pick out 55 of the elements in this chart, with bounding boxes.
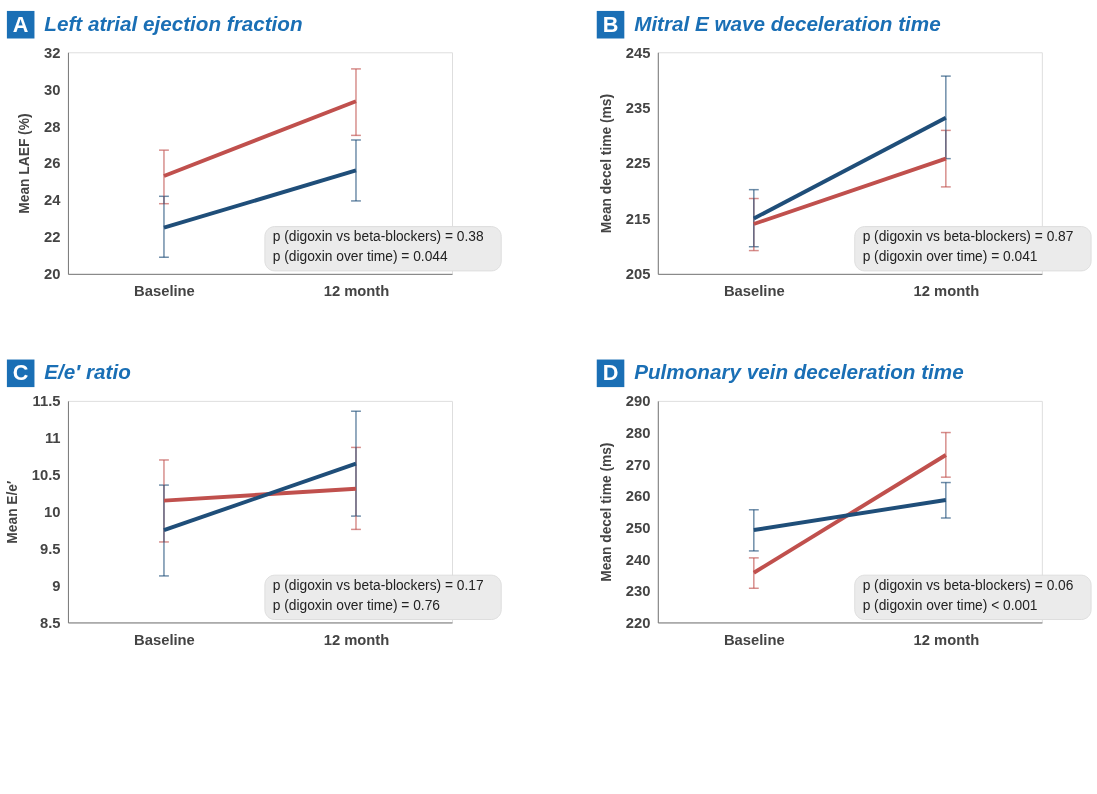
y-tick-label: 225 xyxy=(625,155,651,172)
y-tick-label: 205 xyxy=(625,266,651,283)
text: B xyxy=(602,11,619,37)
y-tick-label: 11 xyxy=(44,430,61,447)
y-tick-label: 20 xyxy=(44,266,61,283)
annotation: p (digoxin over time) = 0.76 xyxy=(272,597,441,613)
y-tick-label: 270 xyxy=(625,456,651,473)
chart-title: Pulmonary vein deceleration time xyxy=(634,360,964,384)
annotation: p (digoxin vs beta-blockers) = 0.17 xyxy=(272,577,484,593)
x-tick-label: Baseline xyxy=(723,283,785,300)
y-tick-label: 30 xyxy=(44,81,61,98)
y-tick-label: 8.5 xyxy=(40,614,61,631)
y-tick-label: 260 xyxy=(625,488,651,505)
text: D xyxy=(602,360,619,386)
y-tick-label: 280 xyxy=(625,424,651,441)
chart-title: Left atrial ejection fraction xyxy=(44,11,303,35)
y-tick-label: 230 xyxy=(625,583,651,600)
y-tick-label: 215 xyxy=(625,210,651,227)
x-tick-label: Baseline xyxy=(723,631,785,648)
y-tick-label: 220 xyxy=(625,614,651,631)
annotation: p (digoxin over time) = 0.041 xyxy=(862,249,1038,265)
y-axis-title: Mean LAEF (%) xyxy=(17,113,33,214)
y-axis-title: Mean E/e′ xyxy=(5,479,21,544)
annotation: p (digoxin vs beta-blockers) = 0.38 xyxy=(272,229,484,245)
annotation: p (digoxin over time) = 0.044 xyxy=(272,249,448,265)
y-tick-label: 26 xyxy=(44,155,61,172)
y-axis-title: Mean decel time (ms) xyxy=(599,442,614,582)
y-tick-label: 10 xyxy=(44,504,61,521)
y-tick-label: 240 xyxy=(625,551,651,568)
y-tick-label: 9 xyxy=(52,577,61,594)
y-tick-label: 10.5 xyxy=(31,467,61,484)
chart-title: E/e′ ratio xyxy=(44,360,131,384)
y-tick-label: 245 xyxy=(625,44,651,61)
annotation: p (digoxin vs beta-blockers) = 0.87 xyxy=(862,229,1074,245)
y-tick-label: 28 xyxy=(44,118,61,135)
x-tick-label: 12 month xyxy=(913,283,980,300)
x-tick-label: Baseline xyxy=(134,283,195,300)
y-tick-label: 9.5 xyxy=(40,541,61,558)
y-tick-label: 24 xyxy=(44,192,62,209)
annotation: p (digoxin over time) < 0.001 xyxy=(862,597,1038,613)
y-tick-label: 32 xyxy=(44,44,61,61)
y-tick-label: 22 xyxy=(44,229,61,246)
x-tick-label: 12 month xyxy=(323,283,390,300)
y-tick-label: 290 xyxy=(625,393,651,410)
text: A xyxy=(12,11,29,37)
annotation: p (digoxin vs beta-blockers) = 0.06 xyxy=(862,577,1074,593)
chart-title: Mitral E wave deceleration time xyxy=(634,11,941,35)
text: C xyxy=(12,360,29,386)
y-tick-label: 11.5 xyxy=(32,393,61,410)
x-tick-label: 12 month xyxy=(323,631,390,648)
y-tick-label: 250 xyxy=(625,519,651,536)
y-axis-title: Mean decel time (ms) xyxy=(599,93,614,234)
y-tick-label: 235 xyxy=(625,100,651,117)
x-tick-label: 12 month xyxy=(913,631,980,648)
x-tick-label: Baseline xyxy=(134,631,195,648)
